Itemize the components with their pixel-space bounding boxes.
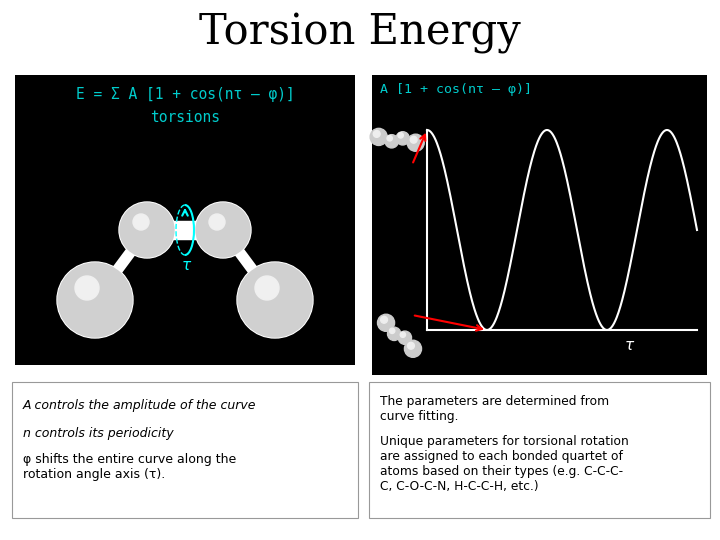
Circle shape — [398, 331, 412, 345]
Circle shape — [387, 327, 401, 341]
Circle shape — [400, 332, 405, 338]
Text: n controls its periodicity: n controls its periodicity — [23, 427, 174, 440]
Text: torsions: torsions — [150, 110, 220, 125]
Text: A [1 + cos(nτ – φ)]: A [1 + cos(nτ – φ)] — [380, 83, 532, 96]
Text: Unique parameters for torsional rotation
are assigned to each bonded quartet of
: Unique parameters for torsional rotation… — [380, 435, 629, 493]
Circle shape — [133, 214, 149, 230]
Text: A controls the amplitude of the curve: A controls the amplitude of the curve — [23, 399, 256, 412]
Text: The parameters are determined from
curve fitting.: The parameters are determined from curve… — [380, 395, 609, 423]
Text: φ shifts the entire curve along the
rotation angle axis (τ).: φ shifts the entire curve along the rota… — [23, 453, 236, 481]
Circle shape — [405, 340, 421, 357]
Circle shape — [390, 328, 395, 334]
Circle shape — [255, 276, 279, 300]
Circle shape — [387, 136, 392, 141]
Circle shape — [120, 203, 174, 257]
Circle shape — [396, 132, 410, 145]
Circle shape — [237, 262, 313, 338]
Circle shape — [238, 263, 312, 337]
Circle shape — [410, 136, 417, 143]
Circle shape — [381, 316, 387, 323]
Text: Torsion Energy: Torsion Energy — [199, 12, 521, 54]
Circle shape — [377, 314, 395, 332]
Circle shape — [370, 129, 387, 145]
Circle shape — [373, 131, 380, 137]
Circle shape — [385, 134, 398, 148]
Circle shape — [75, 276, 99, 300]
FancyBboxPatch shape — [369, 382, 710, 518]
Circle shape — [57, 262, 133, 338]
Circle shape — [58, 263, 132, 337]
Text: $\tau$: $\tau$ — [624, 338, 635, 353]
FancyBboxPatch shape — [15, 75, 355, 135]
Circle shape — [407, 134, 424, 151]
FancyBboxPatch shape — [12, 382, 358, 518]
FancyBboxPatch shape — [372, 75, 707, 375]
Circle shape — [209, 214, 225, 230]
Circle shape — [195, 202, 251, 258]
FancyBboxPatch shape — [15, 135, 355, 365]
Circle shape — [398, 133, 403, 138]
Text: $\tau$: $\tau$ — [181, 258, 193, 273]
Circle shape — [119, 202, 175, 258]
Text: E = Σ A [1 + cos(nτ – φ)]: E = Σ A [1 + cos(nτ – φ)] — [76, 87, 294, 102]
Circle shape — [196, 203, 250, 257]
Circle shape — [408, 342, 415, 349]
